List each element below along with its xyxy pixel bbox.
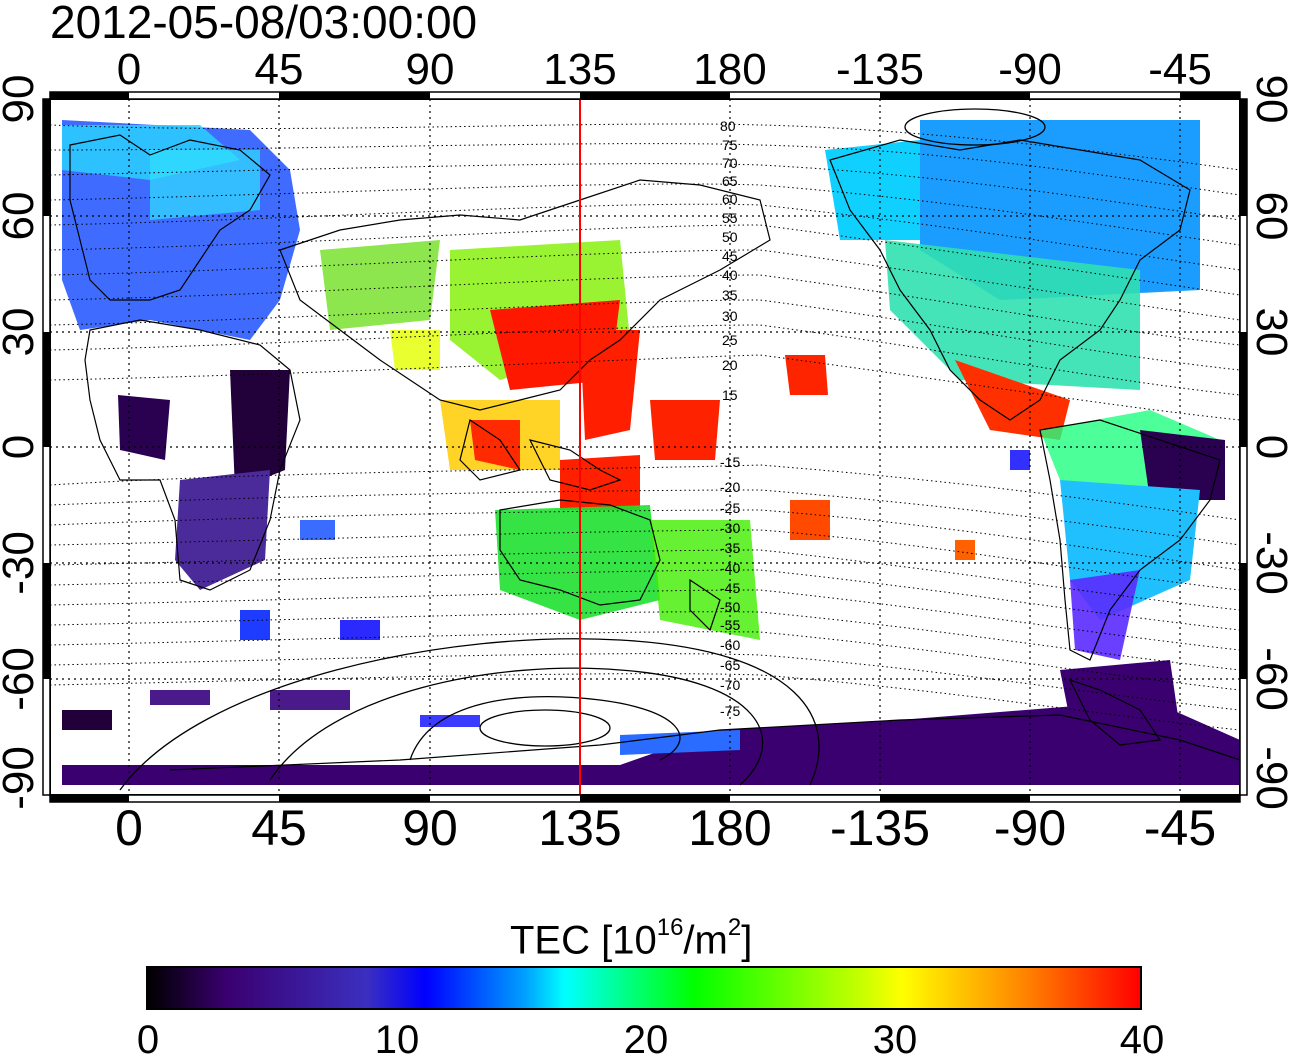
lon-tick-label: 45 [255, 45, 304, 94]
tec-patch-mexico-red [955, 360, 1070, 440]
contour-label: 40 [722, 267, 738, 283]
contour-label: -25 [720, 500, 740, 516]
tec-patch-pacific-red-1 [580, 330, 640, 440]
tec-patch-antarctic-peninsula [1060, 660, 1180, 730]
contour-label: -50 [720, 599, 740, 615]
lon-tick-label: -90 [994, 800, 1066, 856]
contour-label: 25 [722, 332, 738, 348]
lat-tick-label: -90 [0, 746, 43, 810]
contour-label: 80 [720, 118, 736, 134]
magnetic-pole-contours [119, 108, 1046, 791]
contour-label: 75 [722, 137, 738, 153]
lat-tick-label: 90 [1247, 75, 1292, 124]
tec-patch-scandinavia [150, 150, 260, 220]
colorbar-tick-label: 40 [1119, 1018, 1165, 1062]
contour-label: -35 [720, 540, 740, 556]
frame-border-bars [42, 91, 1248, 803]
contour-label: -75 [720, 703, 740, 719]
contour-label: -15 [720, 454, 740, 470]
colorbar-tick-label: 10 [374, 1018, 420, 1062]
tec-patch-antarctica-blue [620, 730, 740, 755]
bottom-longitude-labels: 0 45 90 135 180 -135 -90 -45 [115, 800, 1216, 856]
contour-label: -45 [720, 580, 740, 596]
contour-label: 55 [722, 210, 738, 226]
colorbar-title-exponent: 16 [656, 914, 684, 941]
contour-label: 20 [722, 357, 738, 373]
colorbar-title: TEC [1016/m2] [510, 908, 752, 964]
lon-tick-label: 135 [543, 45, 616, 94]
tec-patch-pacific-red-2 [650, 400, 720, 460]
lat-tick-label: 0 [1247, 435, 1292, 459]
lon-tick-label: 0 [115, 800, 143, 856]
lon-tick-label: 0 [117, 45, 141, 94]
contour-label: 60 [722, 191, 738, 207]
tec-data-layer [62, 120, 1240, 785]
tec-patch-indonesia-red [470, 420, 520, 470]
lon-tick-label: -135 [830, 800, 930, 856]
lon-tick-label: 90 [402, 800, 458, 856]
contour-label: 30 [722, 308, 738, 324]
lat-tick-label: -90 [1247, 746, 1292, 810]
tec-colorbar [146, 966, 1142, 1010]
contour-label: -20 [720, 479, 740, 495]
map-timestamp-title: 2012-05-08/03:00:00 [50, 0, 478, 48]
lon-tick-label: -135 [836, 45, 924, 94]
contour-label: 35 [722, 287, 738, 303]
contour-label: -65 [720, 657, 740, 673]
lon-tick-label: -90 [998, 45, 1062, 94]
contour-label: -40 [720, 560, 740, 576]
lat-tick-label: -60 [0, 647, 43, 711]
contour-label: 70 [722, 155, 738, 171]
tec-patch-nz [650, 520, 760, 640]
right-latitude-labels: 90 60 30 0 -30 -60 -90 [1247, 75, 1292, 810]
contour-label: -60 [720, 637, 740, 653]
lon-tick-label: 90 [406, 45, 455, 94]
lon-tick-label: 180 [693, 45, 766, 94]
colorbar-title-suffix: ] [741, 918, 753, 963]
contour-labels: 80 75 70 65 60 55 50 45 40 35 30 25 20 1… [720, 118, 740, 719]
lat-tick-label: -30 [1247, 531, 1292, 595]
tec-patch-africa-east [230, 370, 290, 490]
lon-tick-label: -45 [1144, 800, 1216, 856]
top-longitude-labels: 0 45 90 135 180 -135 -90 -45 [117, 45, 1212, 94]
colorbar-title-exponent-2: 2 [727, 914, 742, 941]
contour-label: 15 [722, 387, 738, 403]
colorbar-tick-label: 0 [136, 1018, 160, 1062]
tec-patch-central-asia [320, 240, 440, 330]
contour-label: 45 [722, 248, 738, 264]
colorbar-tick-label: 30 [872, 1018, 918, 1062]
contour-label: -70 [720, 677, 740, 693]
lon-tick-label: 180 [688, 800, 771, 856]
tec-patch-hawaii [785, 355, 828, 395]
tec-patch-india [390, 330, 440, 370]
lat-tick-label: 30 [1247, 308, 1292, 357]
lon-tick-label: 135 [538, 800, 621, 856]
tec-patch-alaska [825, 140, 930, 240]
lon-tick-label: -45 [1148, 45, 1212, 94]
contour-label: 65 [722, 173, 738, 189]
contour-label: -55 [720, 617, 740, 633]
colorbar-tick-label: 20 [623, 1018, 669, 1062]
tec-patch-antarctica [62, 700, 1240, 785]
lat-tick-label: 30 [0, 308, 43, 357]
coastlines [69, 134, 1241, 771]
lat-tick-label: -60 [1247, 647, 1292, 711]
tec-patch-africa-north [118, 395, 170, 460]
colorbar-title-prefix: TEC [10 [510, 918, 657, 963]
left-latitude-labels: 90 60 30 0 -30 -60 -90 [0, 75, 43, 810]
lat-tick-label: -30 [0, 531, 43, 595]
lat-tick-label: 60 [1247, 192, 1292, 241]
contour-label: 50 [722, 229, 738, 245]
lon-tick-label: 45 [251, 800, 307, 856]
lat-tick-label: 60 [0, 192, 43, 241]
lat-tick-label: 90 [0, 75, 43, 124]
contour-label: -30 [720, 520, 740, 536]
colorbar-title-unit: /m [683, 918, 728, 963]
magnetic-latitude-contours [49, 123, 1241, 731]
lat-tick-label: 0 [0, 435, 43, 459]
